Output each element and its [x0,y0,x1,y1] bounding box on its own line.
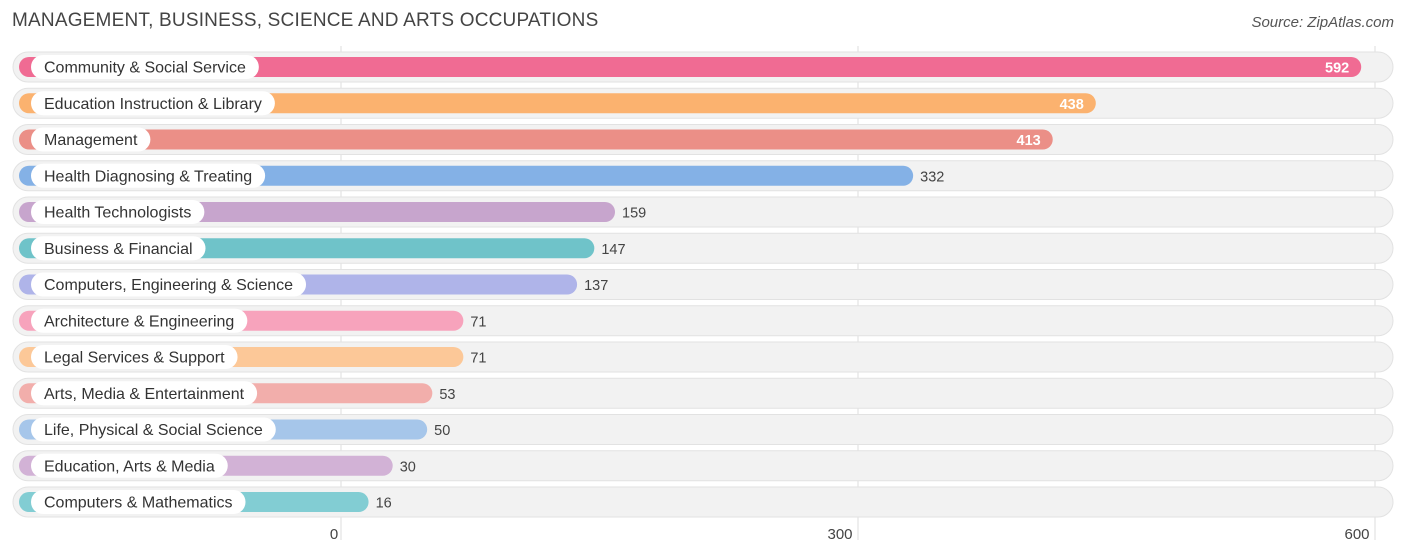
category-label: Education, Arts & Media [44,458,215,475]
value-label: 159 [622,206,646,222]
bar-label-pill [31,236,206,261]
bar[interactable] [19,57,1362,77]
bar-label-pill [31,200,205,224]
bar-label-pill [31,127,151,152]
category-label: Computers & Mathematics [44,495,233,512]
bar-label-pill [31,308,248,333]
category-label: Architecture & Engineering [44,313,234,330]
category-label: Education Instruction & Library [44,96,262,113]
x-tick-label: 300 [827,526,852,543]
value-label: 332 [920,169,944,185]
value-label: 137 [584,278,608,294]
value-label: 413 [1017,133,1041,149]
value-label: 53 [439,387,455,403]
bar-label-pill [31,417,276,442]
category-label: Life, Physical & Social Science [44,422,263,439]
category-label: Management [44,132,138,149]
chart-source: Source: ZipAtlas.com [1251,14,1394,31]
x-tick-label: 600 [1344,526,1369,543]
bar-label-pill [31,55,259,79]
bar-label-pill [31,163,266,188]
value-label: 71 [470,314,486,330]
value-label: 16 [376,496,392,512]
category-label: Legal Services & Support [44,350,225,367]
bar-label-pill [31,91,275,116]
bar[interactable] [19,129,1053,150]
category-label: Health Diagnosing & Treating [44,168,252,185]
category-label: Business & Financial [44,241,193,258]
bar-label-pill [31,453,228,478]
bar-label-pill [31,490,246,514]
value-label: 592 [1325,61,1349,77]
value-label: 147 [601,242,625,258]
category-label: Community & Social Service [44,60,246,77]
x-tick-label: 0 [330,526,338,543]
value-label: 50 [434,423,450,439]
bar-label-pill [31,272,307,297]
bar-label-pill [31,345,238,369]
chart-title: MANAGEMENT, BUSINESS, SCIENCE AND ARTS O… [12,10,599,31]
category-label: Health Technologists [44,205,191,222]
category-label: Computers, Engineering & Science [44,277,293,294]
value-label: 71 [470,351,486,367]
value-label: 30 [400,459,416,475]
bar[interactable] [19,93,1096,114]
category-label: Arts, Media & Entertainment [44,386,245,403]
value-label: 438 [1060,97,1084,113]
bar-label-pill [31,381,258,406]
